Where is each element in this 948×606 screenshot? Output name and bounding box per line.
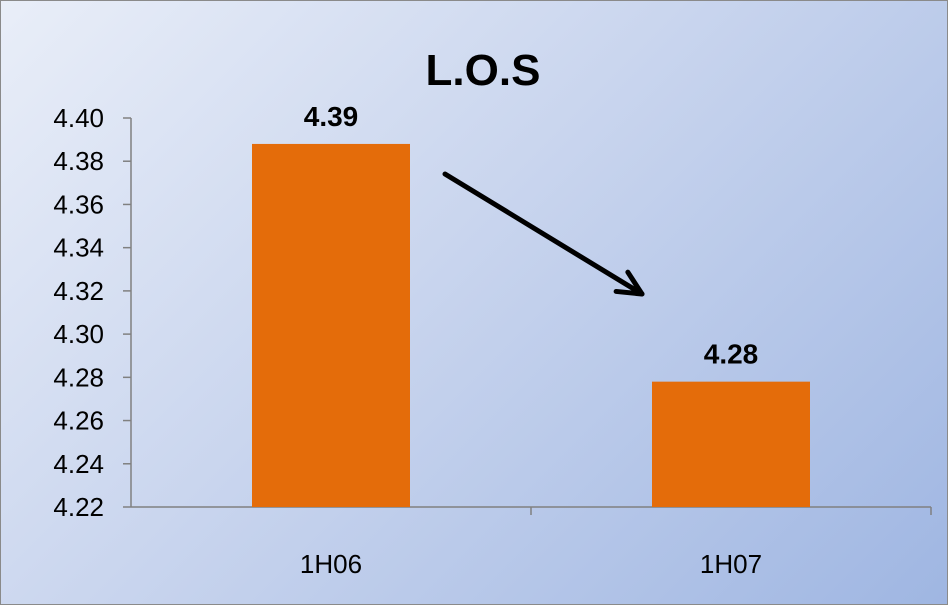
- y-tick-label: 4.32: [53, 276, 104, 306]
- y-axis-ticks: 4.22 4.24 4.26 4.28 4.30 4.32 4.34 4.36 4.38 4.40: [53, 103, 131, 522]
- bar-1H07: [652, 381, 810, 507]
- bar-1H06: [252, 143, 410, 507]
- data-label-1H06: 4.39: [304, 101, 359, 132]
- bars: [252, 143, 810, 507]
- y-tick-label: 4.36: [53, 189, 104, 219]
- y-tick-label: 4.28: [53, 362, 104, 392]
- y-tick-label: 4.26: [53, 406, 104, 436]
- axes: [130, 118, 931, 508]
- y-tick-label: 4.22: [53, 492, 104, 522]
- y-tick-label: 4.34: [53, 233, 104, 263]
- arrow-head: [613, 269, 645, 297]
- trend-arrow-annotation: [442, 171, 645, 297]
- y-tick-label: 4.40: [53, 103, 104, 133]
- chart-title: L.O.S: [426, 46, 541, 95]
- y-tick-label: 4.30: [53, 319, 104, 349]
- data-label-1H07: 4.28: [704, 339, 759, 370]
- arrow-shaft: [442, 171, 645, 297]
- y-tick-label: 4.38: [53, 146, 104, 176]
- x-tick-label-1H06: 1H06: [300, 549, 362, 579]
- x-axis-ticks: 1H06 1H07: [300, 507, 932, 579]
- data-labels: 4.39 4.28: [304, 101, 759, 370]
- x-tick-label-1H07: 1H07: [700, 549, 762, 579]
- y-tick-label: 4.24: [53, 449, 104, 479]
